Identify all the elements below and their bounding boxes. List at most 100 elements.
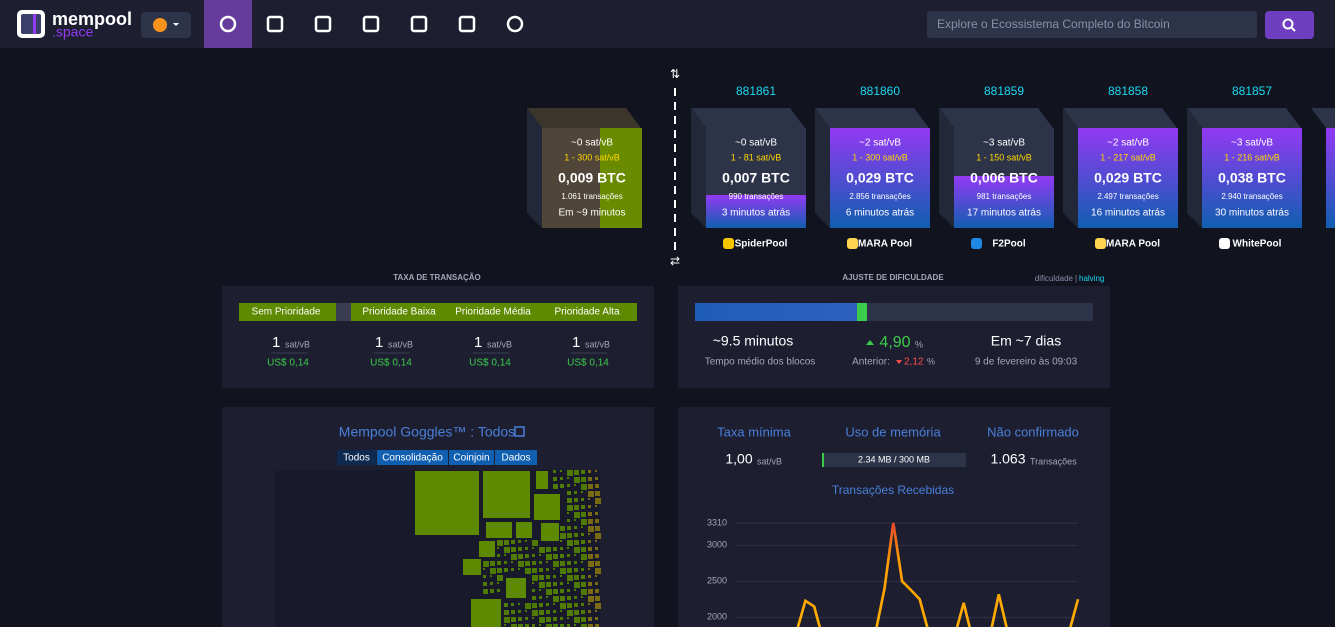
tx-block: [511, 561, 513, 563]
stat-label: Não confirmado: [987, 424, 1079, 439]
external-link-icon: [514, 426, 525, 437]
tab[interactable]: [337, 450, 376, 465]
tx-block: [574, 617, 580, 623]
tx-block: [525, 617, 528, 620]
block-top: [1063, 108, 1177, 128]
tx-block: [516, 522, 532, 538]
block-height: 881861: [736, 84, 776, 98]
tx-block: [574, 575, 579, 580]
tx-block: [553, 547, 557, 551]
memory-value: 2.34 MB / 300 MB: [858, 454, 930, 464]
eta-date: 9 de fevereiro às 09:03: [975, 357, 1078, 368]
pool-name: MARA Pool: [858, 239, 912, 250]
nav-icon[interactable]: [410, 15, 428, 33]
tx-block: [581, 540, 585, 544]
tx-block: [581, 491, 583, 493]
tx-block: [546, 575, 550, 579]
tx-block: [553, 589, 558, 594]
tx-block: [595, 561, 600, 566]
tx-block: [588, 484, 593, 489]
tx-block: [595, 582, 598, 585]
tx-block: [581, 526, 583, 528]
tx-block: [595, 596, 600, 601]
tx-block: [525, 603, 531, 609]
tx-block: [581, 561, 583, 563]
search-input[interactable]: [927, 11, 1257, 38]
stat-value: 1,00: [725, 451, 752, 467]
tx-block: [546, 624, 552, 627]
tx-block: [581, 624, 587, 627]
nav-tab-active[interactable]: [204, 0, 252, 48]
nav-icon[interactable]: [266, 15, 284, 33]
tx-block: [483, 568, 485, 570]
tx-block: [560, 540, 562, 542]
block-top: [1311, 108, 1335, 128]
tab[interactable]: [377, 450, 448, 465]
pool-icon: [723, 238, 734, 249]
tx-block: [595, 610, 597, 612]
tx-block: [567, 596, 571, 600]
block-tx-count: 981 transações: [977, 192, 1032, 201]
tx-block: [506, 578, 526, 598]
tx-block: [560, 589, 564, 593]
nav-icon[interactable]: [219, 15, 237, 33]
tx-block: [574, 484, 576, 486]
nav-icon[interactable]: [362, 15, 380, 33]
block-total: 0,007 BTC: [722, 170, 790, 186]
block-fee: ~2 sat/vB: [859, 138, 901, 149]
tab-label: Todos: [343, 453, 370, 464]
nav-icon[interactable]: [506, 15, 524, 33]
tx-block: [581, 610, 585, 614]
fee-usd: US$ 0,14: [370, 358, 412, 369]
block-fill: [954, 176, 1054, 228]
tx-block: [560, 610, 562, 612]
tx-block: [504, 624, 506, 626]
tx-block: [588, 512, 592, 516]
tx-block: [574, 624, 576, 626]
tab[interactable]: [449, 450, 494, 465]
tab[interactable]: [495, 450, 537, 465]
nav-icon[interactable]: [314, 15, 332, 33]
tx-block: [497, 568, 502, 573]
block-side: [939, 108, 954, 228]
tx-block: [532, 617, 534, 619]
block-range: 1 - 81 sat/vB: [731, 152, 782, 162]
block-tx-count: 2.940 transações: [1221, 192, 1282, 201]
fee-rate: 1: [474, 334, 482, 351]
logo-icon-bar: [33, 14, 36, 34]
arrow-icon: ⇅: [670, 67, 680, 81]
tx-block: [504, 568, 508, 572]
pool-icon: [971, 238, 982, 249]
y-tick-label: 2500: [707, 576, 727, 586]
tx-block: [567, 589, 570, 592]
tx-block: [581, 498, 584, 501]
tx-block: [574, 596, 577, 599]
tx-block: [595, 624, 599, 627]
tx-block: [588, 519, 593, 524]
fee-bar-end: [627, 303, 637, 321]
tx-block: [588, 589, 593, 594]
tx-block: [595, 533, 601, 539]
tx-block: [525, 554, 529, 558]
tx-block: [532, 547, 534, 549]
block-tx-count: 990 transações: [729, 192, 784, 201]
tx-block: [497, 561, 501, 565]
tx-block: [546, 582, 551, 587]
nav-icon[interactable]: [458, 15, 476, 33]
tx-block: [539, 603, 543, 607]
search-button[interactable]: [1265, 11, 1314, 39]
block-side: [1063, 108, 1078, 228]
tx-block: [588, 477, 592, 481]
tx-block: [532, 596, 536, 600]
eta: Em ~7 dias: [991, 333, 1061, 349]
tx-block: [567, 470, 573, 476]
block-side: [691, 108, 706, 228]
tx-block: [595, 505, 597, 507]
tx-block: [567, 624, 570, 627]
block-height: 881858: [1108, 84, 1148, 98]
tx-block: [546, 547, 551, 552]
tx-block: [518, 617, 522, 621]
tx-block: [511, 568, 514, 571]
tx-block: [567, 477, 569, 479]
fee-usd: US$ 0,14: [267, 358, 309, 369]
